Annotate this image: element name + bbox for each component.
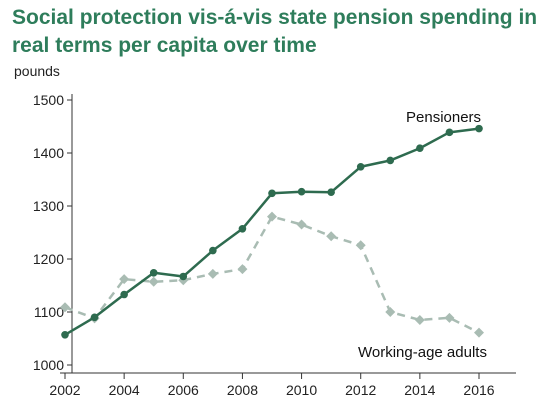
x-tick-label: 2002 <box>49 382 80 398</box>
y-tick-label: 1500 <box>33 92 64 108</box>
pensioners-point <box>327 188 335 197</box>
pensioners-point <box>209 246 217 255</box>
pensioners-point <box>179 272 188 281</box>
working-age-adults-point <box>326 231 337 242</box>
working-age-adults-point <box>237 264 248 275</box>
pensioners-point <box>416 144 424 153</box>
working-age-adults-point <box>267 211 277 222</box>
working-age-adults-point <box>119 274 130 285</box>
pensioners-point <box>297 187 306 196</box>
pensioners-point <box>268 189 276 198</box>
pensioners-point <box>475 124 483 133</box>
working-age-adults-point <box>444 312 455 323</box>
working-age-adults-point <box>148 276 159 287</box>
y-tick-label: 1000 <box>33 357 64 373</box>
y-tick-label: 1400 <box>33 145 64 161</box>
pensioners-point <box>356 162 365 171</box>
pensioners-point <box>61 330 69 339</box>
working-age-adults-point <box>385 307 396 317</box>
x-ticks: 2002 2004 2006 2008 2010 2012 2014 2016 <box>49 373 495 398</box>
series-layer <box>60 124 484 339</box>
y-ticks: 1000 1100 1200 1300 1400 1500 <box>33 92 72 373</box>
working-age-adults-point <box>355 240 366 251</box>
x-tick-label: 2012 <box>345 382 376 398</box>
chart-title: Social protection vis-á-vis state pensio… <box>12 6 538 57</box>
working-age-adults-point <box>474 327 484 338</box>
pensioners-point <box>445 128 454 137</box>
x-tick-label: 2014 <box>404 382 435 398</box>
x-tick-label: 2004 <box>109 382 140 398</box>
pensioners-point <box>386 156 395 165</box>
y-tick-label: 1200 <box>33 251 64 267</box>
pensioners-point <box>238 224 247 233</box>
pensioners-point <box>90 313 99 322</box>
working-age-adults-point <box>60 302 70 313</box>
y-tick-label: 1300 <box>33 198 64 214</box>
x-tick-label: 2008 <box>227 382 258 398</box>
working-age-adults-point <box>414 314 425 325</box>
pensioners-point <box>149 268 158 277</box>
pensioners-point <box>120 290 128 299</box>
pensioners-label: Pensioners <box>406 109 481 126</box>
working-age-adults-point <box>296 219 307 230</box>
y-axis-unit-label: pounds <box>14 63 60 79</box>
working-age-adults-line <box>64 215 480 334</box>
x-tick-label: 2016 <box>463 382 494 398</box>
series-labels: Pensioners Working-age adults <box>358 109 487 361</box>
y-tick-label: 1100 <box>34 304 64 320</box>
pensioners-line <box>64 127 480 336</box>
x-tick-label: 2010 <box>286 382 317 398</box>
x-tick-label: 2006 <box>168 382 199 398</box>
working-age-adults-point <box>207 268 218 279</box>
working-age-adults-label: Working-age adults <box>358 344 487 361</box>
